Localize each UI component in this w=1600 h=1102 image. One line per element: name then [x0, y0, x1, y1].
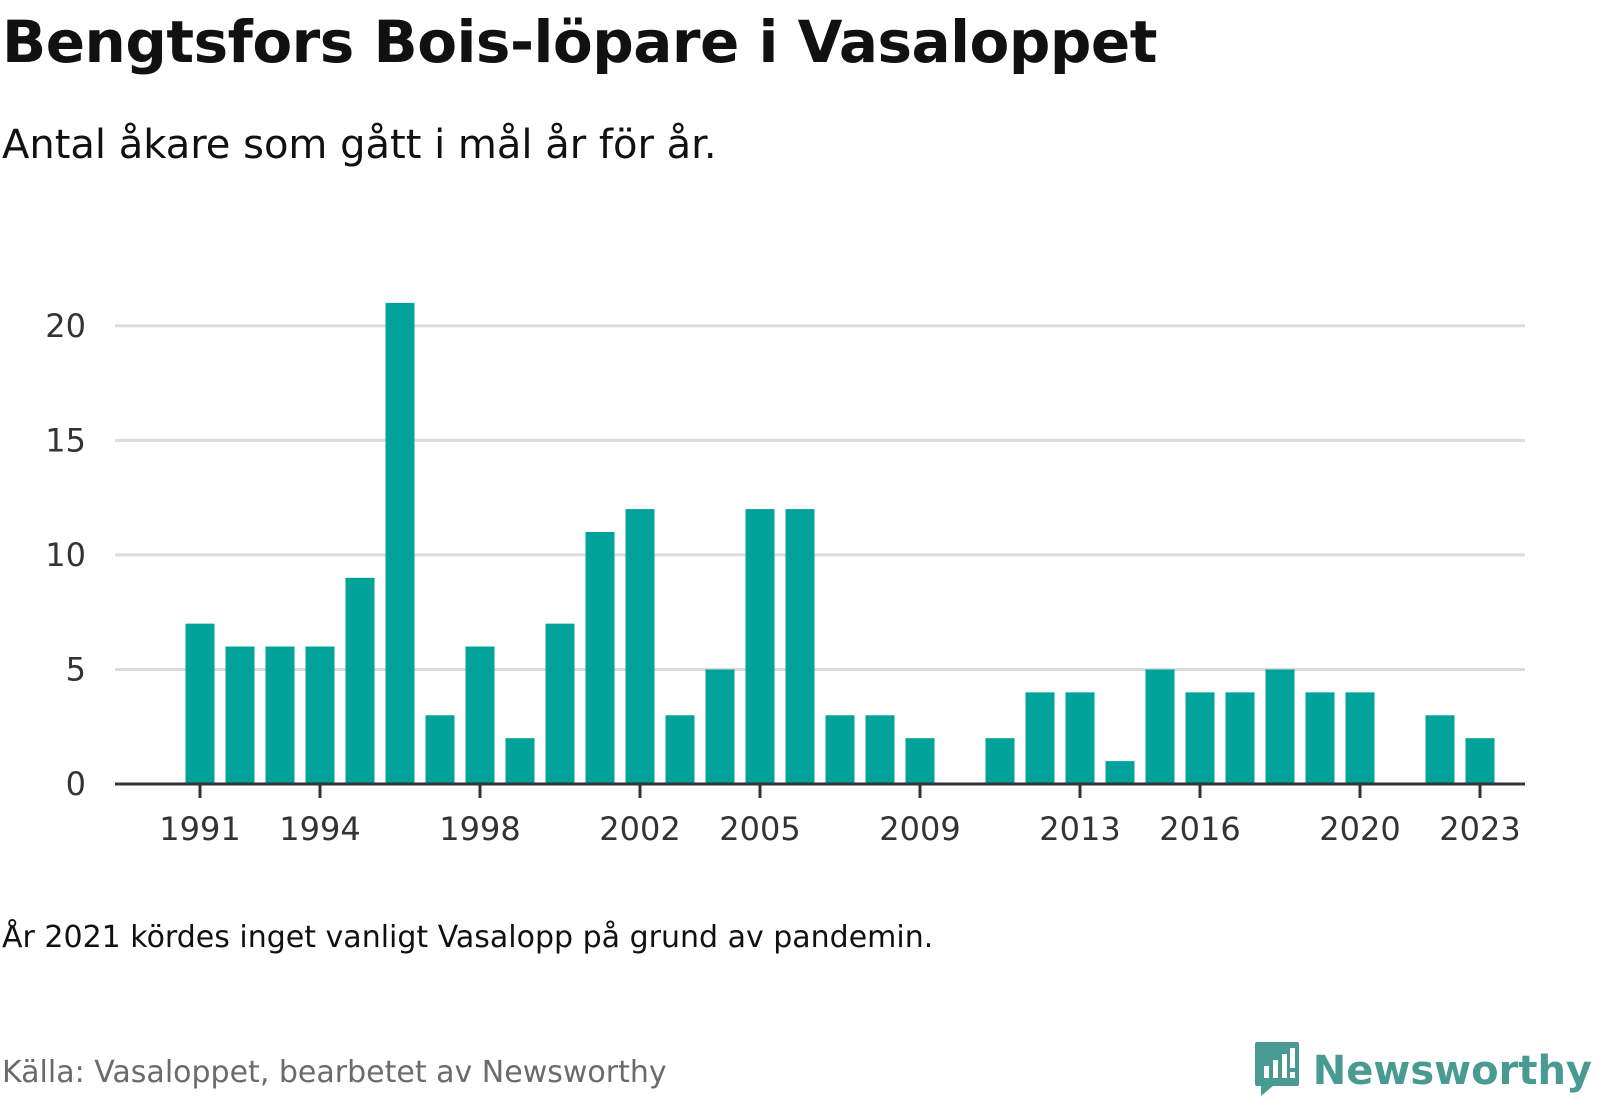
newsworthy-logo-icon: [1253, 1040, 1301, 1102]
bar-2011: [985, 738, 1015, 784]
source-credit: Källa: Vasaloppet, bearbetet av Newswort…: [2, 1055, 667, 1090]
bar-2022: [1425, 715, 1455, 784]
y-tick-label: 5: [66, 650, 86, 688]
bar-2003: [665, 715, 695, 784]
x-axis-ticks: 1991 1994 1998 2002 2005 2009 2013 2016 2020 2023: [159, 784, 1521, 848]
bar-2005: [745, 509, 775, 784]
chart-subtitle: Antal åkare som gått i mål år för år.: [2, 122, 717, 168]
newsworthy-brand[interactable]: Newsworthy: [1253, 1040, 1592, 1102]
x-tick-label: 1991: [159, 810, 240, 848]
bar-1999: [505, 738, 535, 784]
bar-2023: [1465, 738, 1495, 784]
gridlines: [115, 324, 1525, 671]
bar-2018: [1265, 669, 1295, 784]
x-tick-label: 2002: [599, 810, 680, 848]
bar-1996: [385, 302, 415, 784]
bar-1991: [185, 623, 215, 784]
chart-note: År 2021 kördes inget vanligt Vasalopp på…: [2, 920, 934, 955]
bar-1994: [305, 646, 335, 784]
bar-2008: [865, 715, 895, 784]
bar-2015: [1145, 669, 1175, 784]
y-tick-label: 10: [45, 536, 86, 574]
bar-1993: [265, 646, 295, 784]
bar-2002: [625, 509, 655, 784]
bar-2006: [785, 509, 815, 784]
y-axis-ticks: 0 5 10 15 20: [45, 307, 86, 803]
brand-name: Newsworthy: [1312, 1048, 1592, 1094]
chart-title: Bengtsfors Bois-löpare i Vasaloppet: [2, 8, 1157, 76]
x-tick-label: 2013: [1039, 810, 1120, 848]
bar-1997: [425, 715, 455, 784]
bar-chart: 0 5 10 15 20 1991 1994 1998 2002 2005 2009 2013 201…: [45, 302, 1525, 848]
y-tick-label: 15: [45, 421, 86, 459]
bars: [185, 302, 1495, 784]
bar-2012: [1025, 692, 1055, 784]
bar-2020: [1345, 692, 1375, 784]
bar-1992: [225, 646, 255, 784]
bar-2019: [1305, 692, 1335, 784]
y-tick-label: 0: [66, 765, 86, 803]
bar-2013: [1065, 692, 1095, 784]
x-tick-label: 2020: [1319, 810, 1400, 848]
bar-2000: [545, 623, 575, 784]
x-tick-label: 2009: [879, 810, 960, 848]
bar-2009: [905, 738, 935, 784]
bar-2007: [825, 715, 855, 784]
bar-2014: [1105, 761, 1135, 784]
bar-1998: [465, 646, 495, 784]
x-tick-label: 2023: [1439, 810, 1520, 848]
y-tick-label: 20: [45, 307, 86, 345]
x-tick-label: 1998: [439, 810, 520, 848]
bar-2004: [705, 669, 735, 784]
bar-2001: [585, 532, 615, 784]
bar-2016: [1185, 692, 1215, 784]
x-tick-label: 1994: [279, 810, 360, 848]
x-tick-label: 2016: [1159, 810, 1240, 848]
bar-1995: [345, 577, 375, 784]
x-tick-label: 2005: [719, 810, 800, 848]
bar-2017: [1225, 692, 1255, 784]
